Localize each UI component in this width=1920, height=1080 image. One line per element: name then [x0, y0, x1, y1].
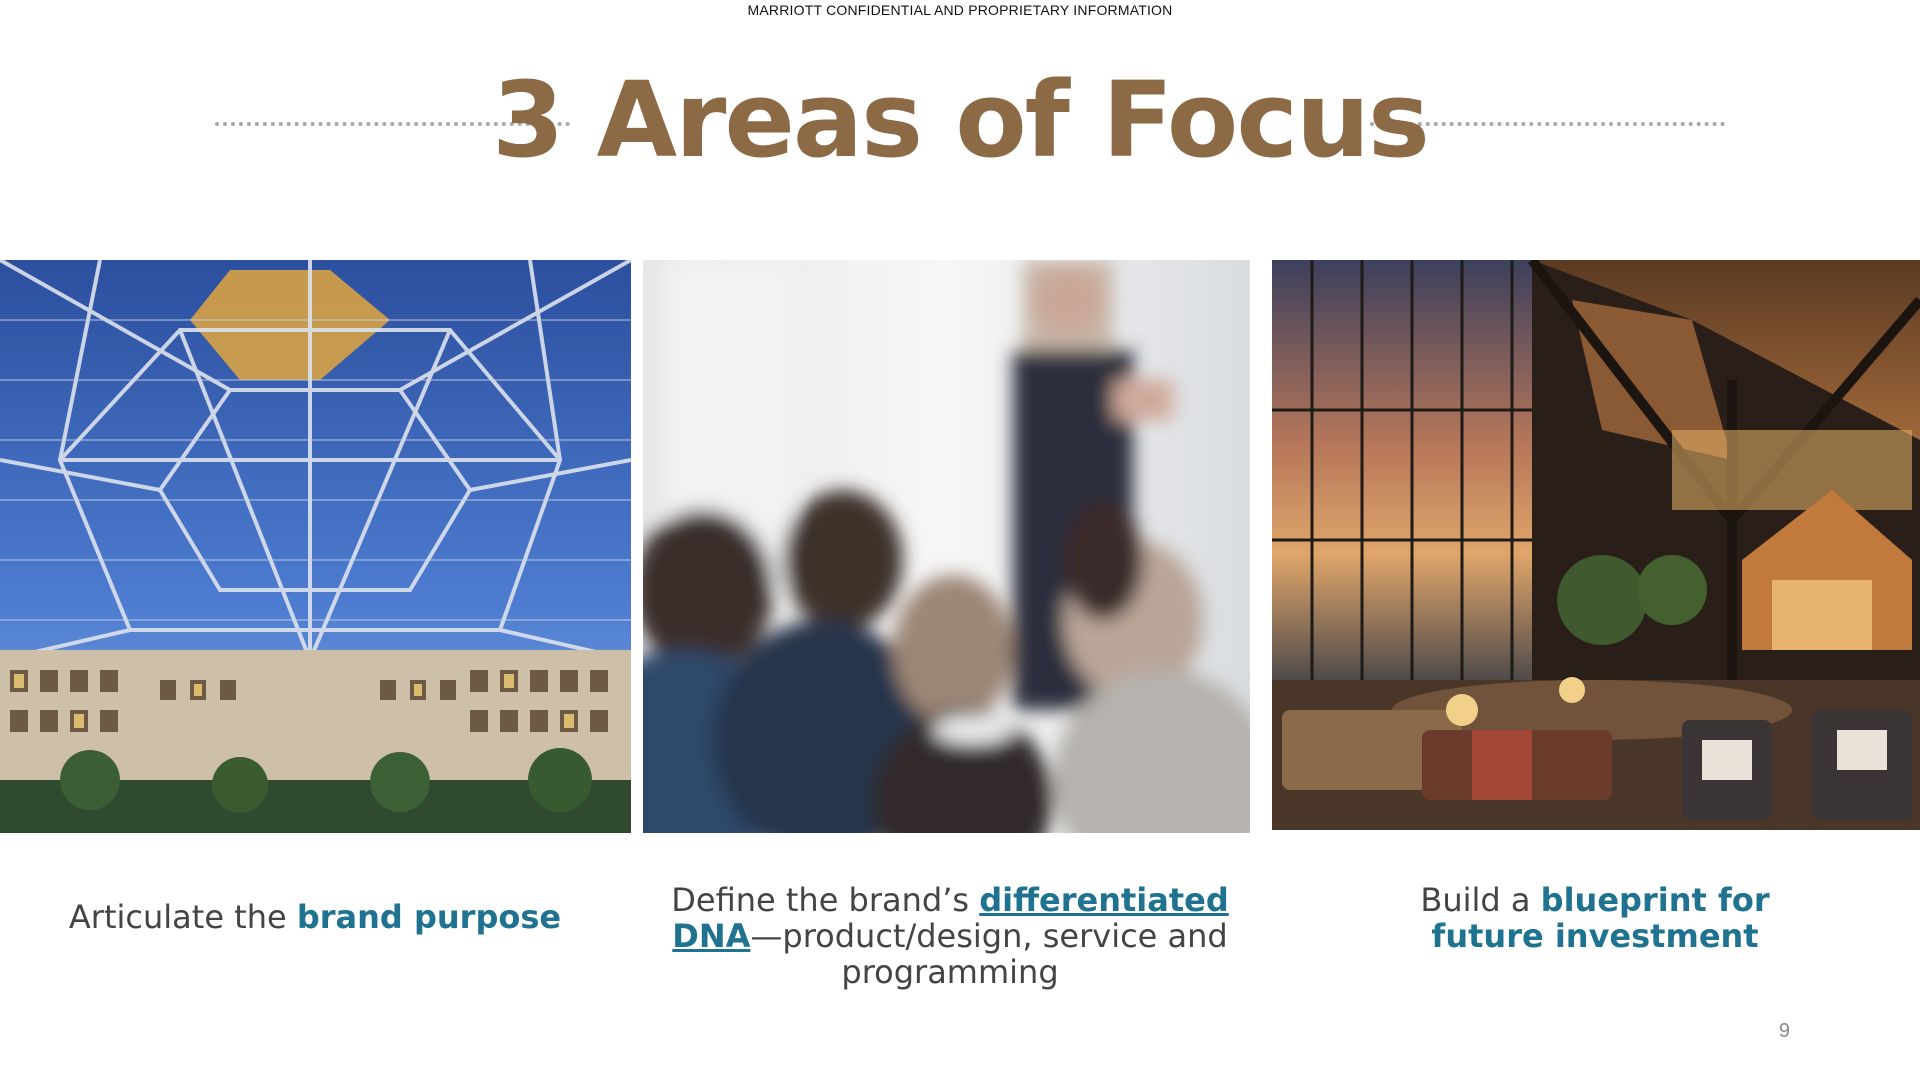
caption-highlight-link[interactable]: differentiated DNA — [672, 881, 1229, 955]
caption-text: Build a — [1420, 881, 1541, 919]
caption-blueprint: Build a blueprint for future investment — [1360, 882, 1830, 954]
title-row: 3 Areas of Focus — [0, 60, 1920, 180]
page-number: 9 — [1778, 1020, 1790, 1042]
caption-differentiated-dna: Define the brand’s differentiated DNA—pr… — [660, 882, 1240, 990]
caption-brand-purpose: Articulate the brand purpose — [60, 899, 570, 935]
slide-title: 3 Areas of Focus — [492, 59, 1430, 181]
caption-text: Articulate the — [68, 898, 297, 936]
caption-highlight: brand purpose — [296, 898, 562, 936]
caption-text-after: —product/design, service and programming — [750, 917, 1228, 991]
caption-highlight: blueprint for future investment — [1431, 881, 1770, 955]
confidential-label: MARRIOTT CONFIDENTIAL AND PROPRIETARY IN… — [747, 2, 1173, 18]
lodge-lobby-photo — [1272, 260, 1920, 830]
conference-audience-photo — [643, 260, 1250, 833]
dotted-rule-right — [1370, 122, 1725, 126]
atrium-dome-photo — [0, 260, 631, 833]
caption-text: Define the brand’s — [671, 881, 980, 919]
dotted-rule-left — [215, 122, 570, 126]
